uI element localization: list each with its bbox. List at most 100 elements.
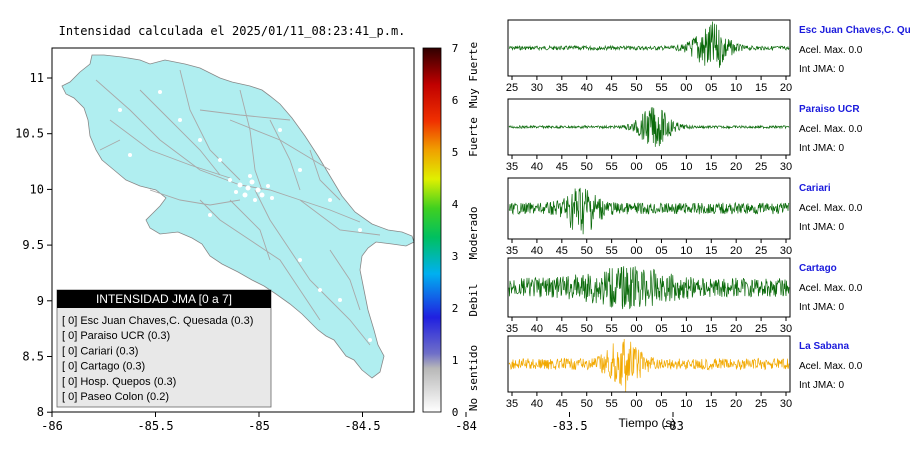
legend-item: [ 0] Paseo Colon (0.2): [62, 391, 169, 403]
waveform-tick-label: 10: [680, 245, 692, 257]
waveform-tick-label: 45: [556, 323, 568, 335]
colorbar-tick-label: 1: [452, 354, 459, 367]
waveform-tick-label: 05: [655, 245, 667, 257]
waveform-tick-label: 40: [581, 82, 593, 94]
waveform-tick-label: 05: [655, 161, 667, 173]
waveform-tick-label: 35: [506, 398, 518, 410]
waveform-tick-label: 10: [680, 161, 692, 173]
waveform-tick-label: 00: [680, 82, 692, 94]
waveform-tick-label: 25: [755, 323, 767, 335]
legend-item: [ 0] Hosp. Quepos (0.3): [62, 376, 176, 388]
waveform-panel: 35 40 45 50 55 00 05 10 15 20 25 30 Cariari Acel. Max…: [506, 177, 863, 257]
waveform-trace: [508, 187, 790, 235]
waveform-tick-label: 45: [556, 245, 568, 257]
waveform-tick-label: 55: [606, 398, 618, 410]
waveform-tick-label: 50: [581, 245, 593, 257]
station-acel-max: Acel. Max. 0.0: [799, 283, 863, 294]
waveform-tick-label: 20: [780, 82, 792, 94]
waveform-tick-label: 20: [730, 161, 742, 173]
waveform-trace: [508, 266, 790, 310]
waveform-tick-label: 05: [655, 398, 667, 410]
station-acel-max: Acel. Max. 0.0: [799, 203, 863, 214]
colorbar-band-label: Moderado: [467, 207, 480, 260]
colorbar-tick-label: 0: [452, 406, 459, 419]
map-title: Intensidad calculada el 2025/01/11_08:23…: [59, 24, 406, 38]
waveform-tick-label: 35: [506, 323, 518, 335]
colorbar: 7 6 5 4 3 2 1 0 Muy Fuerte Fuerte Moderado Debil No…: [422, 42, 480, 419]
waveform-tick-label: 45: [556, 398, 568, 410]
waveform-tick-label: 00: [630, 323, 642, 335]
station-acel-max: Acel. Max. 0.0: [799, 45, 863, 56]
waveform-tick-label: 50: [581, 323, 593, 335]
station-acel-max: Acel. Max. 0.0: [799, 124, 863, 135]
waveform-tick-label: 40: [531, 245, 543, 257]
station-int-jma: Int JMA: 0: [799, 222, 844, 233]
map-y-tick-label: 9: [37, 294, 44, 308]
station-int-jma: Int JMA: 0: [799, 64, 844, 75]
waveform-tick-label: 20: [730, 323, 742, 335]
waveform-tick-label: 25: [755, 161, 767, 173]
waveform-tick-label: 55: [606, 323, 618, 335]
colorbar-band-label: Fuerte: [467, 117, 480, 157]
waveform-tick-label: 00: [630, 398, 642, 410]
station-name: Paraiso UCR: [799, 104, 860, 115]
map-x-tick-label: -85: [248, 419, 270, 433]
waveform-trace: [508, 107, 790, 147]
map-x-tick-label: -84.5: [344, 419, 380, 433]
map-y-axis: 11 10.5 10 9.5 9 8.5 8: [15, 71, 52, 419]
station-name: Cartago: [799, 263, 837, 274]
legend-title: INTENSIDAD JMA [0 a 7]: [96, 292, 232, 306]
waveform-tick-label: 25: [506, 82, 518, 94]
map-x-axis: -86 -85.5 -85 -84.5 -84 -83.5 -83: [41, 412, 684, 433]
waveform-tick-label: 40: [531, 323, 543, 335]
station-name: Esc Juan Chaves,C. Qu: [799, 25, 910, 36]
station-int-jma: Int JMA: 0: [799, 143, 844, 154]
station-dots: [118, 90, 372, 342]
legend-item: [ 0] Esc Juan Chaves,C. Quesada (0.3): [62, 315, 253, 327]
waveform-tick-label: 35: [506, 161, 518, 173]
legend-item: [ 0] Cartago (0.3): [62, 361, 145, 373]
station-int-jma: Int JMA: 0: [799, 302, 844, 313]
map-y-tick-label: 8: [37, 405, 44, 419]
map-y-tick-label: 10: [30, 182, 44, 196]
waveform-tick-label: 50: [630, 82, 642, 94]
colorbar-band-label: No sentido: [467, 345, 480, 411]
waveform-tick-label: 15: [705, 245, 717, 257]
waveform-panel: 25 30 35 40 45 50 55 00 05 10 15 20 Esc Juan Chaves,…: [506, 19, 910, 94]
map-x-tick-label: -84: [455, 419, 477, 433]
waveform-panel: 35 40 45 50 55 00 05 10 15 20 25 30 Cartago Acel. Max…: [506, 257, 863, 335]
waveform-tick-label: 05: [655, 323, 667, 335]
waveform-tick-label: 30: [780, 245, 792, 257]
station-int-jma: Int JMA: 0: [799, 380, 844, 391]
station-name: La Sabana: [799, 341, 849, 352]
waveform-tick-label: 15: [705, 323, 717, 335]
waveform-tick-label: 10: [680, 323, 692, 335]
map-x-tick-label: -86: [41, 419, 63, 433]
legend-item: [ 0] Cariari (0.3): [62, 345, 138, 357]
waveform-tick-label: 50: [581, 398, 593, 410]
legend-item: [ 0] Paraiso UCR (0.3): [62, 330, 170, 342]
waveform-panel: 35 40 45 50 55 00 05 10 15 20 25 30 Paraiso UCR Acel.…: [506, 98, 863, 173]
map-x-tick-label: -85.5: [137, 419, 173, 433]
waveform-tick-label: 30: [531, 82, 543, 94]
colorbar-band-label: Muy Fuerte: [467, 42, 480, 108]
waveform-tick-label: 50: [581, 161, 593, 173]
waveform-tick-label: 55: [606, 245, 618, 257]
waveform-tick-label: 25: [755, 398, 767, 410]
waveform-tick-label: 00: [630, 245, 642, 257]
colorbar-tick-label: 7: [452, 42, 459, 55]
waveform-panel: 35 40 45 50 55 00 05 10 15 20 25 30 La Sabana Acel. M…: [506, 335, 863, 410]
waveform-trace: [508, 338, 790, 392]
waveform-tick-label: 40: [531, 398, 543, 410]
waveform-tick-label: 55: [606, 161, 618, 173]
waveform-xlabel: Tiempo (s): [619, 416, 676, 430]
colorbar-tick-label: 6: [452, 94, 459, 107]
waveform-tick-label: 15: [705, 161, 717, 173]
waveform-panels: 25 30 35 40 45 50 55 00 05 10 15 20 Esc Juan Chaves,…: [506, 19, 910, 410]
waveform-tick-label: 55: [655, 82, 667, 94]
map-y-tick-label: 10.5: [15, 127, 44, 141]
map-y-tick-label: 8.5: [22, 350, 44, 364]
waveform-tick-label: 15: [755, 82, 767, 94]
station-name: Cariari: [799, 183, 831, 194]
